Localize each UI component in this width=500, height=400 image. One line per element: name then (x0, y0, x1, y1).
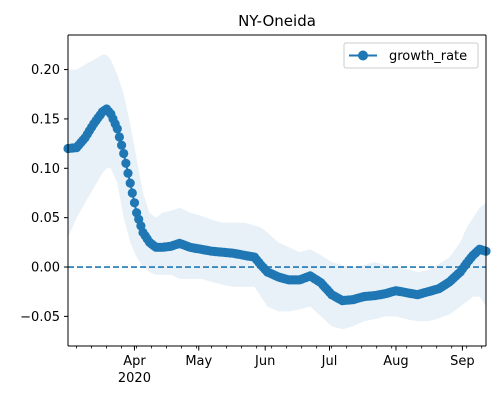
y-axis-ticks: −0.05 0.00 0.05 0.10 0.15 0.20 (20, 63, 68, 325)
data-point (112, 124, 122, 134)
y-tick-label: 0.00 (31, 261, 60, 276)
y-tick-label: 0.15 (31, 112, 60, 127)
data-point (121, 158, 131, 168)
y-tick-label: 0.20 (31, 63, 60, 78)
x-tick-label: Aug (383, 354, 408, 369)
confidence-band (68, 54, 486, 330)
data-point (127, 188, 137, 198)
data-point (114, 132, 124, 142)
data-point (119, 148, 129, 159)
x-tick-year-label: 2020 (118, 371, 151, 386)
data-point (125, 178, 135, 188)
data-point (117, 140, 127, 150)
legend: growth_rate (343, 42, 479, 69)
legend-frame (343, 42, 479, 69)
legend-label: growth_rate (389, 49, 467, 64)
data-point (129, 198, 140, 208)
y-tick-label: 0.10 (31, 162, 60, 177)
x-tick-label: Sep (450, 354, 475, 369)
y-tick-label: −0.05 (20, 310, 60, 325)
x-tick-label: Jul (321, 354, 338, 369)
x-tick-label: May (185, 354, 212, 369)
plot-area: −0.05 0.00 0.05 0.10 0.15 0.20 Apr 2020 May Jun Ju… (20, 34, 491, 386)
x-axis-ticks: Apr 2020 May Jun Jul Aug Sep (118, 346, 475, 386)
data-point (123, 168, 133, 178)
x-tick-label: Jun (254, 354, 275, 369)
x-axis-minor-ticks (76, 346, 483, 349)
x-tick-label: Apr (123, 354, 146, 369)
series-markers-growth-rate (63, 104, 491, 306)
legend-marker-sample (358, 50, 368, 61)
chart-title: NY-Oneida (238, 12, 316, 30)
y-tick-label: 0.05 (31, 211, 60, 226)
axes-frame (67, 34, 487, 347)
